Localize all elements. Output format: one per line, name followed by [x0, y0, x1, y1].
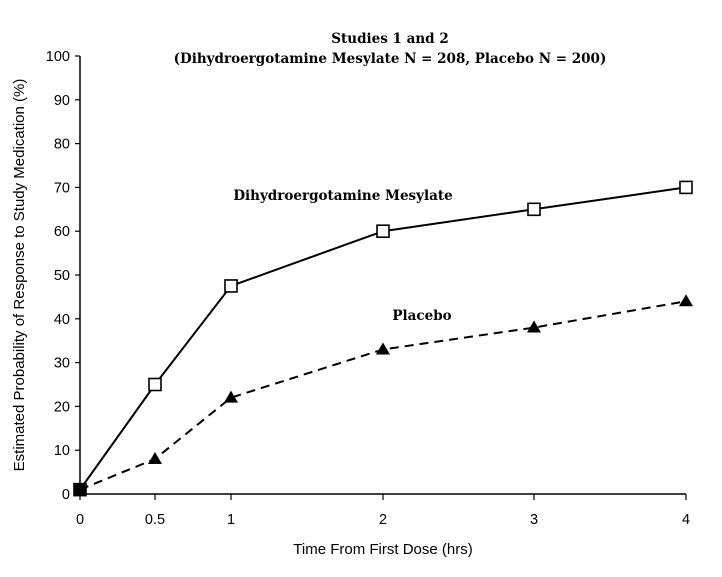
series-line-dihydroergotamine-mesylate: [79, 186, 687, 491]
x-tick-label: 4: [682, 512, 690, 528]
y-tick-label: 100: [46, 49, 70, 65]
y-tick-label: 10: [54, 443, 70, 459]
series-label-placebo: Placebo: [392, 308, 451, 324]
x-tick-label: 3: [530, 512, 538, 528]
chart-subtitle: (Dihydroergotamine Mesylate N = 208, Pla…: [174, 51, 607, 67]
y-tick-label: 70: [54, 180, 70, 196]
data-point-dihydroergotamine-mesylate: [527, 202, 541, 217]
data-point-placebo: [679, 294, 693, 307]
y-tick-label: 90: [54, 93, 70, 109]
y-tick-label: 40: [54, 312, 70, 328]
series-layer: Dihydroergotamine Mesylate Placebo: [73, 180, 693, 497]
x-tick-label: 0.5: [145, 512, 165, 528]
series-label-dihydroergotamine-mesylate: Dihydroergotamine Mesylate: [233, 188, 452, 204]
y-tick-label: 80: [54, 137, 70, 153]
x-tick-label: 1: [227, 512, 235, 528]
data-point-dihydroergotamine-mesylate: [224, 279, 238, 293]
x-tick-label: 2: [379, 512, 387, 528]
y-tick-label: 0: [62, 487, 70, 503]
y-tick-label: 60: [54, 224, 70, 240]
data-point-dihydroergotamine-mesylate: [679, 180, 693, 195]
chart-title: Studies 1 and 2: [331, 31, 448, 47]
data-point-placebo: [527, 320, 541, 333]
series-line-placebo: [79, 300, 687, 491]
data-point-placebo: [376, 342, 390, 355]
data-point-placebo: [224, 390, 238, 403]
data-point-dihydroergotamine-mesylate: [376, 224, 390, 238]
y-tick-label: 50: [54, 268, 70, 284]
y-tick-label: 30: [54, 356, 70, 372]
y-axis-label: Estimated Probability of Response to Stu…: [11, 79, 28, 472]
data-point-placebo: [74, 483, 86, 496]
y-tick-label: 20: [54, 399, 70, 415]
x-tick-label: 0: [76, 512, 84, 528]
data-point-dihydroergotamine-mesylate: [148, 377, 162, 392]
data-point-placebo: [148, 451, 162, 464]
axes: 0 10 20 30 40 50 60 70 80 90 100 0 0.5 1 2 3 4: [46, 49, 690, 528]
x-axis-label: Time From First Dose (hrs): [293, 541, 472, 558]
